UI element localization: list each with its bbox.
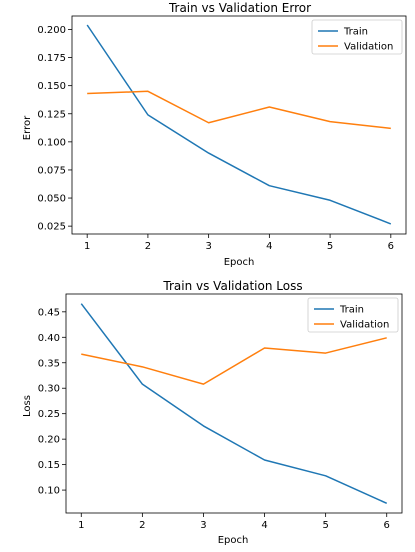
legend-label-train: Train (339, 305, 364, 316)
series-line-train (86, 24, 392, 225)
legend: Train Validation (307, 297, 399, 333)
chart-title: Train vs Validation Error (168, 1, 311, 15)
y-tick-label: 0.175 (37, 53, 66, 64)
x-tick-label: 6 (388, 241, 394, 252)
x-tick-label: 3 (205, 241, 211, 252)
axes-frame (71, 15, 407, 235)
y-tick-label: 0.20 (38, 435, 60, 446)
x-tick-label: 2 (145, 241, 151, 252)
y-tick-label: 0.100 (37, 137, 66, 148)
legend-label-train: Train (343, 27, 368, 38)
y-tick-label: 0.15 (38, 460, 60, 471)
y-axis-label: Loss (22, 395, 33, 417)
x-tick-label: 1 (84, 241, 90, 252)
y-tick-label: 0.075 (37, 165, 66, 176)
y-tick-label: 0.025 (37, 222, 66, 233)
y-tick-label: 0.30 (38, 384, 60, 395)
chart-error: Train vs Validation Error 1 2 3 4 5 6 0.025 0.0… (22, 1, 407, 268)
y-tick-label: 0.050 (37, 194, 66, 205)
x-tick-label: 3 (200, 520, 206, 531)
chart-loss: Train vs Validation Loss 1 2 3 4 5 6 0.10 0.15 0… (22, 279, 403, 546)
y-tick-label: 0.40 (38, 333, 60, 344)
y-tick-label: 0.25 (38, 409, 60, 420)
legend-label-validation: Validation (340, 320, 389, 331)
series-line-validation (87, 90, 391, 130)
x-axis-label: Epoch (218, 535, 249, 546)
y-axis-label: Error (22, 115, 33, 140)
x-tick-label: 4 (266, 241, 272, 252)
x-tick-label: 5 (322, 520, 328, 531)
x-tick-label: 4 (261, 520, 267, 531)
legend-label-validation: Validation (344, 42, 393, 53)
y-tick-label: 0.45 (38, 307, 60, 318)
x-axis-label: Epoch (224, 257, 255, 268)
y-tick-label: 0.200 (37, 25, 66, 36)
chart-title: Train vs Validation Loss (162, 279, 302, 293)
x-tick-label: 1 (78, 520, 84, 531)
x-tick-label: 5 (327, 241, 333, 252)
x-tick-label: 6 (384, 520, 390, 531)
y-tick-label: 0.125 (37, 109, 66, 120)
y-tick-label: 0.35 (38, 358, 60, 369)
x-tick-label: 2 (139, 520, 145, 531)
y-tick-label: 0.150 (37, 81, 66, 92)
series-line-validation (81, 337, 387, 385)
y-tick-label: 0.10 (38, 486, 60, 497)
legend: Train Validation (311, 19, 403, 55)
axes-frame (65, 293, 403, 514)
series-line-train (80, 303, 388, 505)
